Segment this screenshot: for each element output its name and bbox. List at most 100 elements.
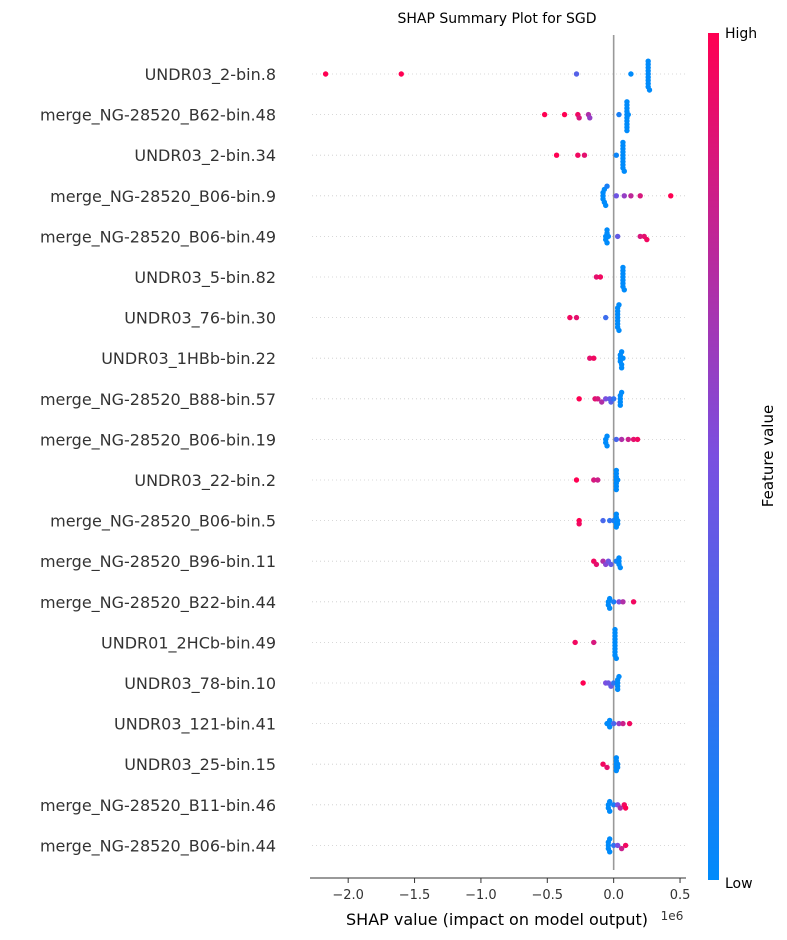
feature-label: merge_NG-28520_B22-bin.44: [40, 593, 276, 613]
feature-label: merge_NG-28520_B11-bin.46: [40, 796, 276, 816]
shap-point: [573, 477, 580, 483]
shap-point: [620, 139, 626, 146]
x-tick-label: −0.5: [532, 888, 564, 903]
shap-point: [614, 521, 621, 527]
shap-point: [617, 805, 624, 811]
feature-label: merge_NG-28520_B06-bin.9: [50, 187, 276, 207]
feature-label: merge_NG-28520_B06-bin.19: [40, 430, 276, 450]
shap-point: [567, 314, 573, 321]
shap-point: [622, 805, 629, 811]
feature-label: merge_NG-28520_B06-bin.5: [50, 512, 276, 532]
shap-point: [595, 477, 601, 483]
shap-point: [580, 680, 586, 686]
shap-point: [576, 115, 582, 121]
shap-point: [612, 626, 618, 633]
shap-point: [575, 152, 581, 158]
shap-point: [614, 764, 621, 771]
feature-label: UNDR03_78-bin.10: [124, 674, 276, 694]
shap-point: [613, 152, 620, 158]
shap-point: [603, 396, 609, 402]
feature-rows: UNDR03_2-bin.8 merge_NG-28520_B62-bin.48 U…: [40, 65, 686, 856]
shap-point: [621, 287, 627, 293]
shap-point: [628, 193, 634, 199]
shap-point: [628, 71, 634, 77]
feature-label: UNDR03_2-bin.8: [145, 65, 276, 85]
shap-point: [621, 193, 627, 199]
x-ticks: −2.0 −1.5 −1.0 −0.5 0.0 0.5: [332, 878, 690, 903]
shap-point: [605, 233, 612, 240]
shap-point: [597, 274, 604, 280]
feature-label: merge_NG-28520_B06-bin.44: [40, 836, 276, 856]
feature-label: merge_NG-28520_B06-bin.49: [40, 227, 276, 247]
shap-point: [622, 842, 629, 849]
feature-label: UNDR03_22-bin.2: [134, 471, 276, 491]
shap-point: [606, 836, 613, 842]
feature-label: merge_NG-28520_B62-bin.48: [40, 106, 276, 126]
feature-label: UNDR03_2-bin.34: [134, 146, 276, 166]
shap-point: [616, 302, 622, 308]
shap-point: [606, 605, 613, 611]
shap-point: [634, 436, 641, 443]
shap-point: [322, 71, 329, 77]
shap-point: [630, 599, 637, 605]
shap-point: [398, 71, 404, 77]
shap-point: [606, 849, 613, 855]
shap-point: [608, 561, 614, 568]
shap-point: [561, 111, 568, 118]
shap-point: [606, 724, 613, 730]
x-tick-label: −1.0: [465, 888, 497, 903]
shap-point: [614, 686, 621, 693]
shap-point: [618, 845, 625, 852]
shap-point: [576, 396, 582, 402]
shap-point: [595, 396, 601, 402]
shap-point: [618, 389, 625, 396]
shap-point: [617, 564, 624, 571]
x-tick-label: 0.0: [603, 888, 624, 903]
shap-point: [613, 486, 620, 493]
shap-point: [613, 467, 620, 474]
feature-label: UNDR03_25-bin.15: [124, 755, 276, 775]
shap-point: [604, 240, 610, 246]
shap-point: [613, 436, 620, 443]
shap-points: [322, 58, 674, 855]
shap-point: [573, 71, 580, 77]
shap-point: [618, 436, 625, 443]
shap-point: [604, 764, 610, 771]
feature-label: UNDR01_2HCb-bin.49: [101, 633, 276, 653]
x-offset-label: 1e6: [661, 909, 684, 923]
shap-point: [610, 720, 617, 727]
feature-label: UNDR03_121-bin.41: [114, 715, 276, 735]
shap-point: [620, 355, 626, 361]
shap-point: [600, 517, 606, 524]
shap-point: [587, 115, 593, 121]
shap-point: [625, 111, 631, 118]
shap-point: [572, 639, 578, 646]
shap-point: [591, 639, 597, 646]
shap-point: [591, 355, 597, 361]
shap-point: [604, 183, 610, 189]
shap-point: [610, 599, 617, 605]
shap-point: [593, 561, 600, 568]
feature-label: merge_NG-28520_B88-bin.57: [40, 390, 276, 410]
shap-point: [645, 58, 651, 64]
shap-point: [606, 717, 613, 724]
shap-point: [625, 436, 631, 443]
shap-point: [626, 720, 633, 727]
shap-point: [618, 349, 625, 355]
shap-point: [604, 443, 610, 449]
shap-point: [614, 842, 621, 849]
shap-point: [610, 842, 617, 849]
shap-point: [576, 521, 582, 527]
shap-point: [599, 399, 605, 405]
shap-point: [616, 720, 622, 727]
shap-point: [630, 436, 637, 443]
shap-point: [624, 127, 630, 134]
shap-point: [614, 477, 621, 483]
shap-point: [616, 111, 622, 118]
shap-point: [613, 511, 620, 517]
shap-point: [604, 433, 610, 439]
shap-point: [618, 365, 625, 371]
x-tick-label: −2.0: [332, 888, 364, 903]
shap-point: [613, 193, 620, 199]
